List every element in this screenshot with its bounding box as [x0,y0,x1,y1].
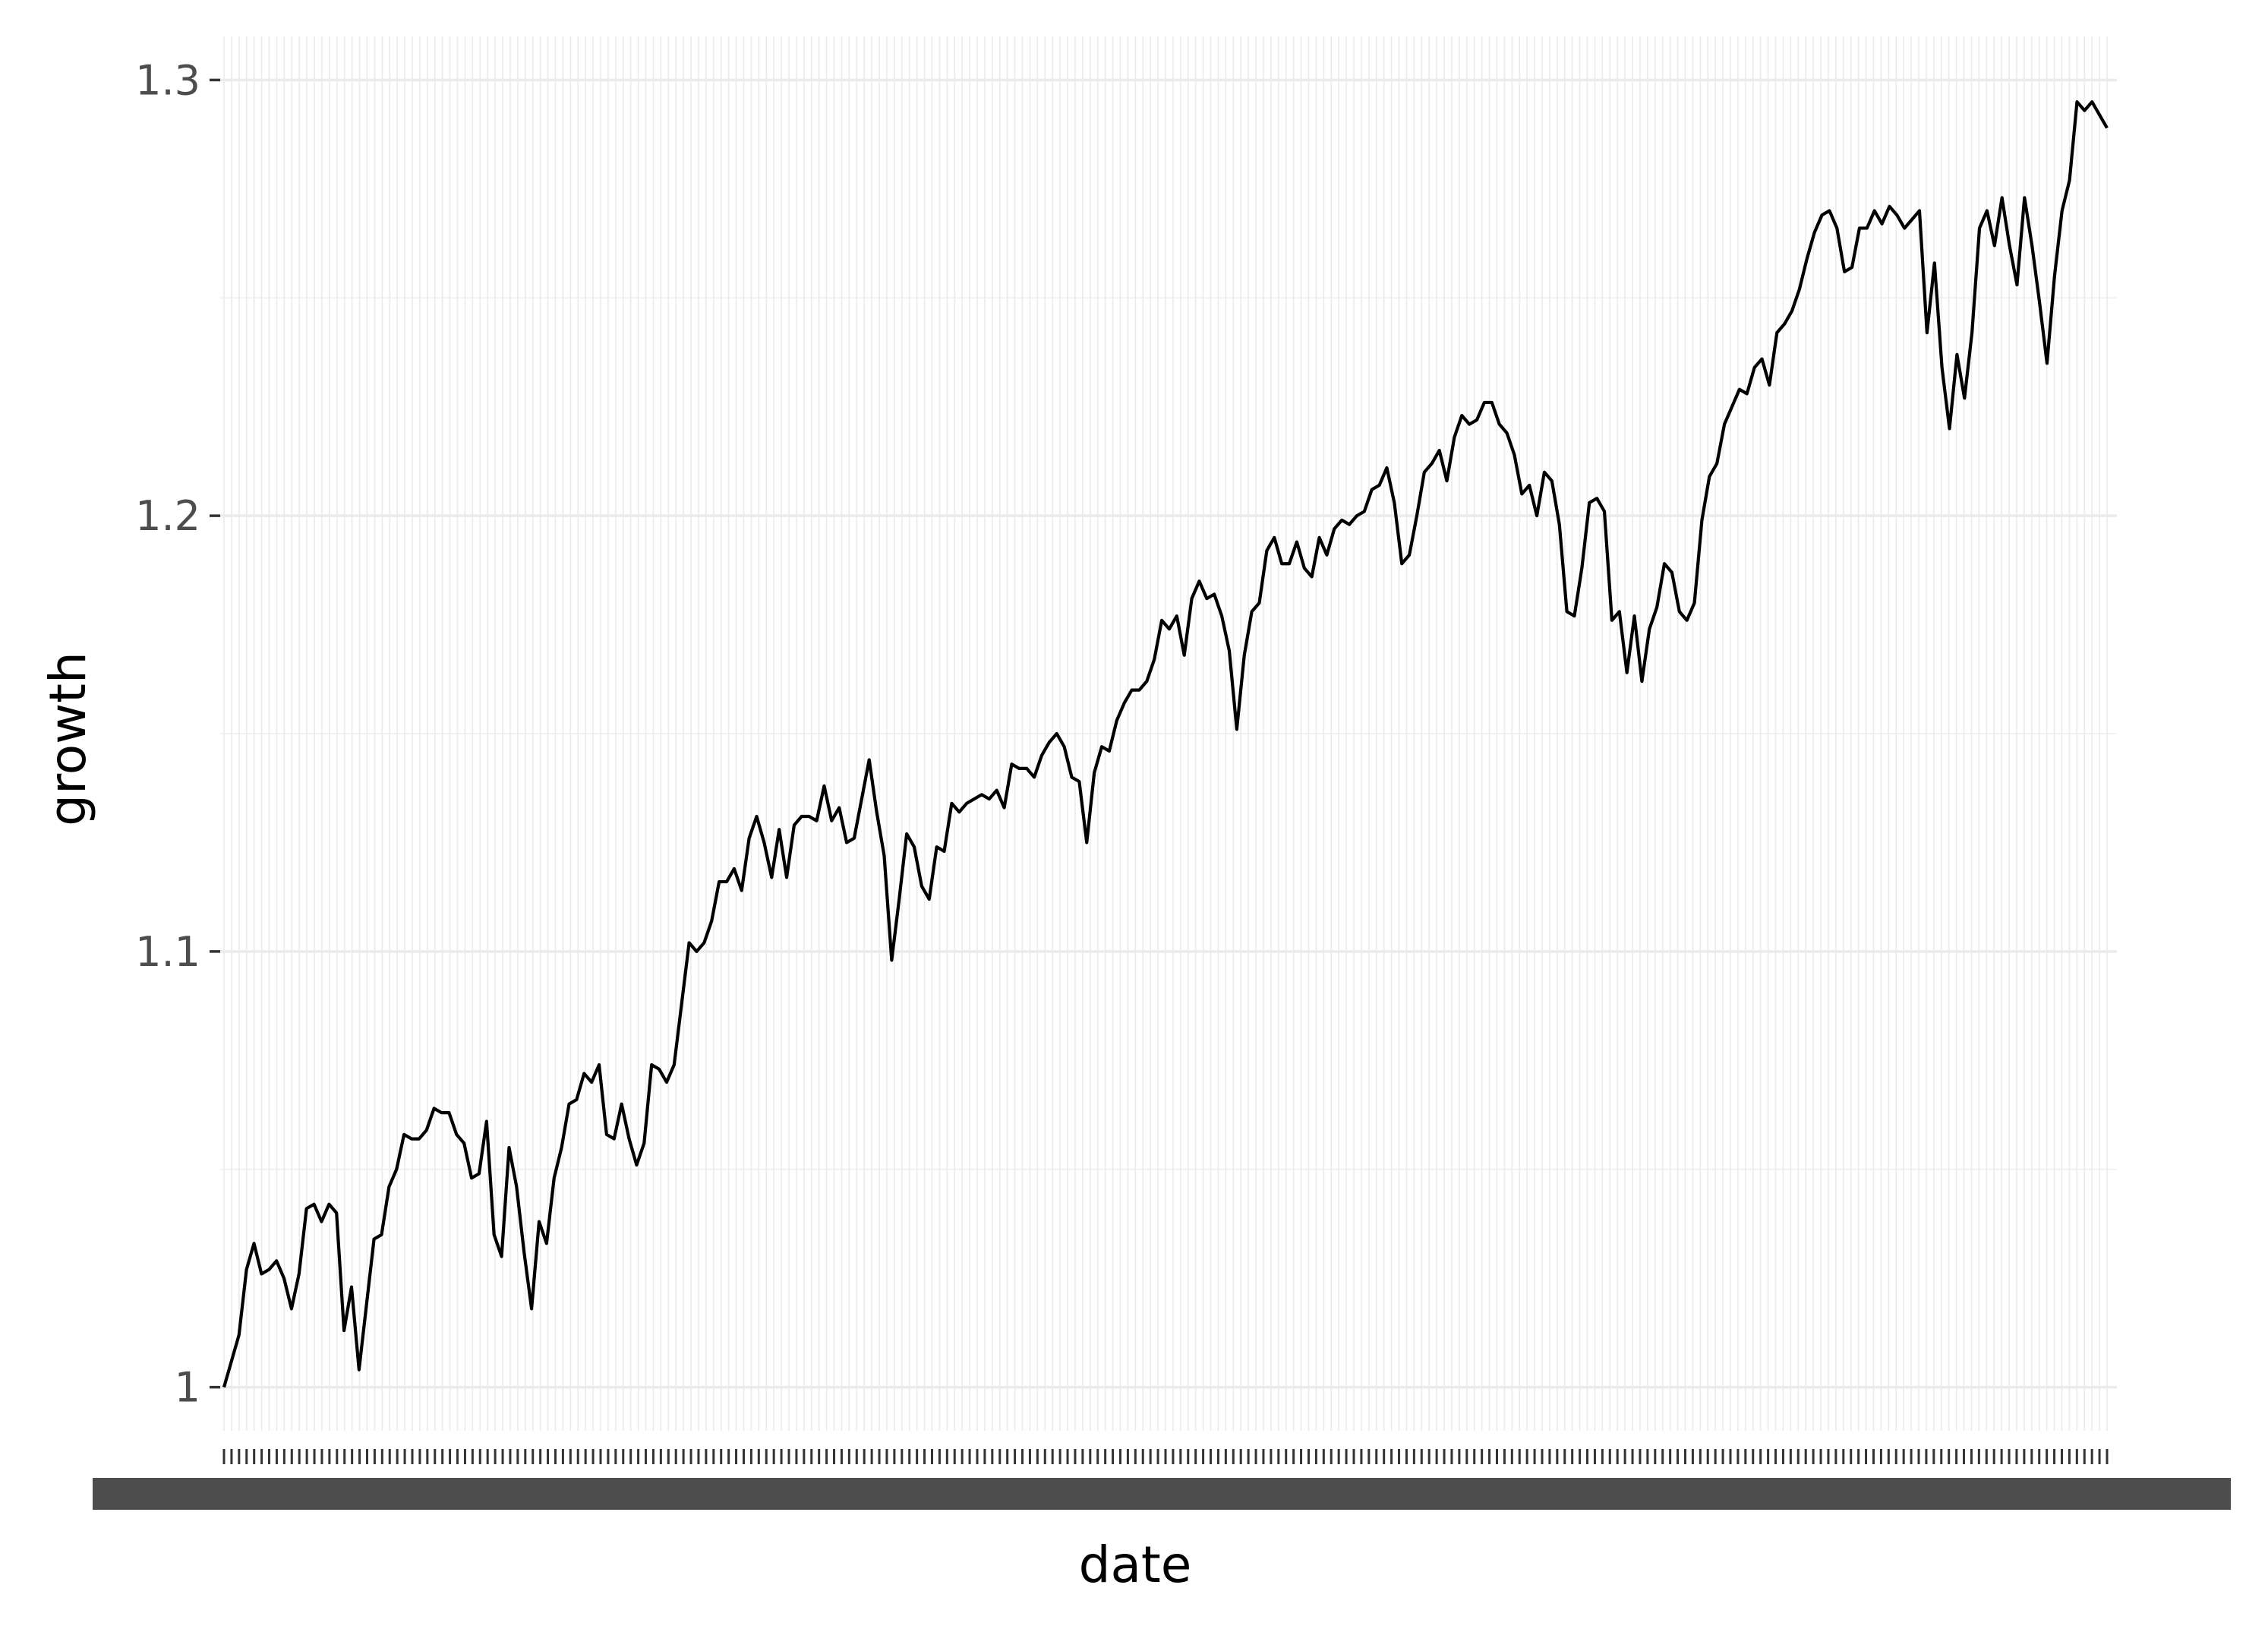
grid [220,36,2117,1431]
y-axis: 1 1.1 1.2 1.3 [135,56,220,1412]
series-line-growth [222,99,2109,1388]
x-tick-labels-overlap [93,1478,2231,1510]
y-tick-label: 1.2 [135,492,200,540]
y-tick-label: 1.1 [135,928,200,976]
x-axis-title: date [1079,1536,1192,1594]
y-tick-label: 1 [175,1364,200,1412]
x-axis [93,1449,2231,1510]
y-tick-label: 1.3 [135,56,200,104]
series-group [222,99,2109,1388]
y-axis-title: growth [39,652,97,826]
